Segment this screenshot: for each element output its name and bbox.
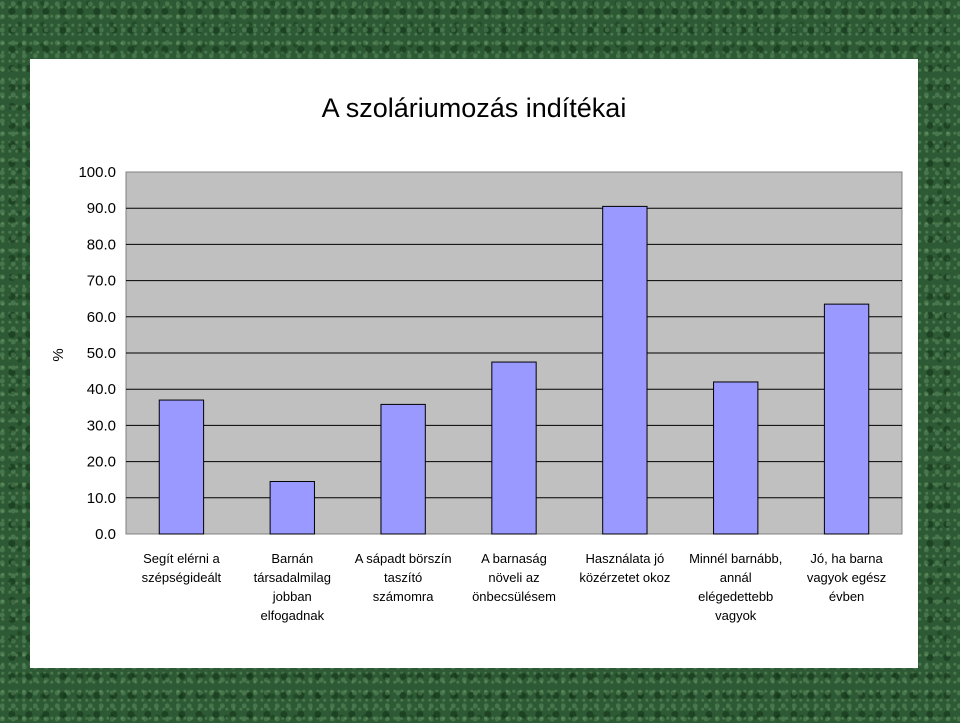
- x-category-line: Barnán: [271, 551, 313, 566]
- x-category-line: vagyok egész: [807, 570, 887, 585]
- x-category-line: Használata jó: [585, 551, 664, 566]
- x-category-line: növeli az: [488, 570, 539, 585]
- y-tick-label: 40.0: [87, 381, 116, 398]
- bar: [823, 303, 870, 535]
- bar: [491, 361, 537, 535]
- bars: [158, 205, 870, 535]
- y-tick-label: 90.0: [87, 200, 116, 217]
- gridlines: [126, 207, 902, 499]
- bar: [602, 205, 648, 535]
- y-tick-label: 30.0: [87, 417, 116, 434]
- x-category-line: önbecsülésem: [472, 589, 556, 604]
- chart-title: A szoláriumozás indítékai: [322, 93, 627, 123]
- x-category-line: vagyok: [715, 608, 757, 623]
- x-category-label: Segít elérni a szépségideált: [142, 551, 222, 585]
- x-category-label: Jó, ha barna vagyok egész évben: [807, 551, 887, 604]
- x-category-label: A sápadt börszín taszító számomra: [355, 551, 452, 604]
- x-category-line: elfogadnak: [260, 608, 324, 623]
- y-tick-label: 50.0: [87, 345, 116, 362]
- y-axis-ticks: 0.0 10.0 20.0 30.0 40.0 50.0 60.0 70.0 80.0 90.0 1…: [78, 164, 116, 543]
- y-tick-label: 70.0: [87, 273, 116, 290]
- bar: [713, 381, 759, 535]
- x-category-line: elégedettebb: [698, 589, 773, 604]
- x-category-line: számomra: [373, 589, 434, 604]
- chart-card: A szoláriumozás indítékai % 0.0 10.0 20.0 3…: [30, 59, 918, 668]
- bar: [269, 481, 315, 535]
- x-category-line: Minnél barnább,: [689, 551, 782, 566]
- x-category-label: Barnán társadalmilag jobban elfogadnak: [254, 551, 331, 623]
- x-category-line: szépségideált: [142, 570, 222, 585]
- y-axis-label: %: [50, 348, 67, 361]
- y-tick-label: 20.0: [87, 454, 116, 471]
- x-category-label: A barnaság növeli az önbecsülésem: [472, 551, 556, 604]
- y-tick-label: 60.0: [87, 309, 116, 326]
- x-category-label: Minnél barnább, annál elégedettebb vagyok: [689, 551, 782, 623]
- y-tick-label: 0.0: [95, 526, 116, 543]
- x-category-line: A barnaság: [481, 551, 547, 566]
- x-category-line: A sápadt börszín: [355, 551, 452, 566]
- bar-chart: A szoláriumozás indítékai % 0.0 10.0 20.0 3…: [50, 93, 903, 623]
- x-category-line: közérzetet okoz: [579, 570, 670, 585]
- bar: [158, 399, 205, 535]
- y-tick-label: 10.0: [87, 490, 116, 507]
- x-category-line: évben: [829, 589, 864, 604]
- x-category-line: társadalmilag: [254, 570, 331, 585]
- x-category-label: Használata jó közérzetet okoz: [579, 551, 670, 585]
- x-category-line: taszító: [384, 570, 422, 585]
- bar: [380, 403, 426, 535]
- x-axis-categories: Segít elérni a szépségideált Barnán társada…: [142, 551, 887, 623]
- x-category-line: Segít elérni a: [143, 551, 220, 566]
- x-category-line: annál: [720, 570, 752, 585]
- x-category-line: Jó, ha barna: [810, 551, 883, 566]
- y-tick-label: 100.0: [78, 164, 116, 181]
- x-category-line: jobban: [272, 589, 312, 604]
- y-tick-label: 80.0: [87, 236, 116, 253]
